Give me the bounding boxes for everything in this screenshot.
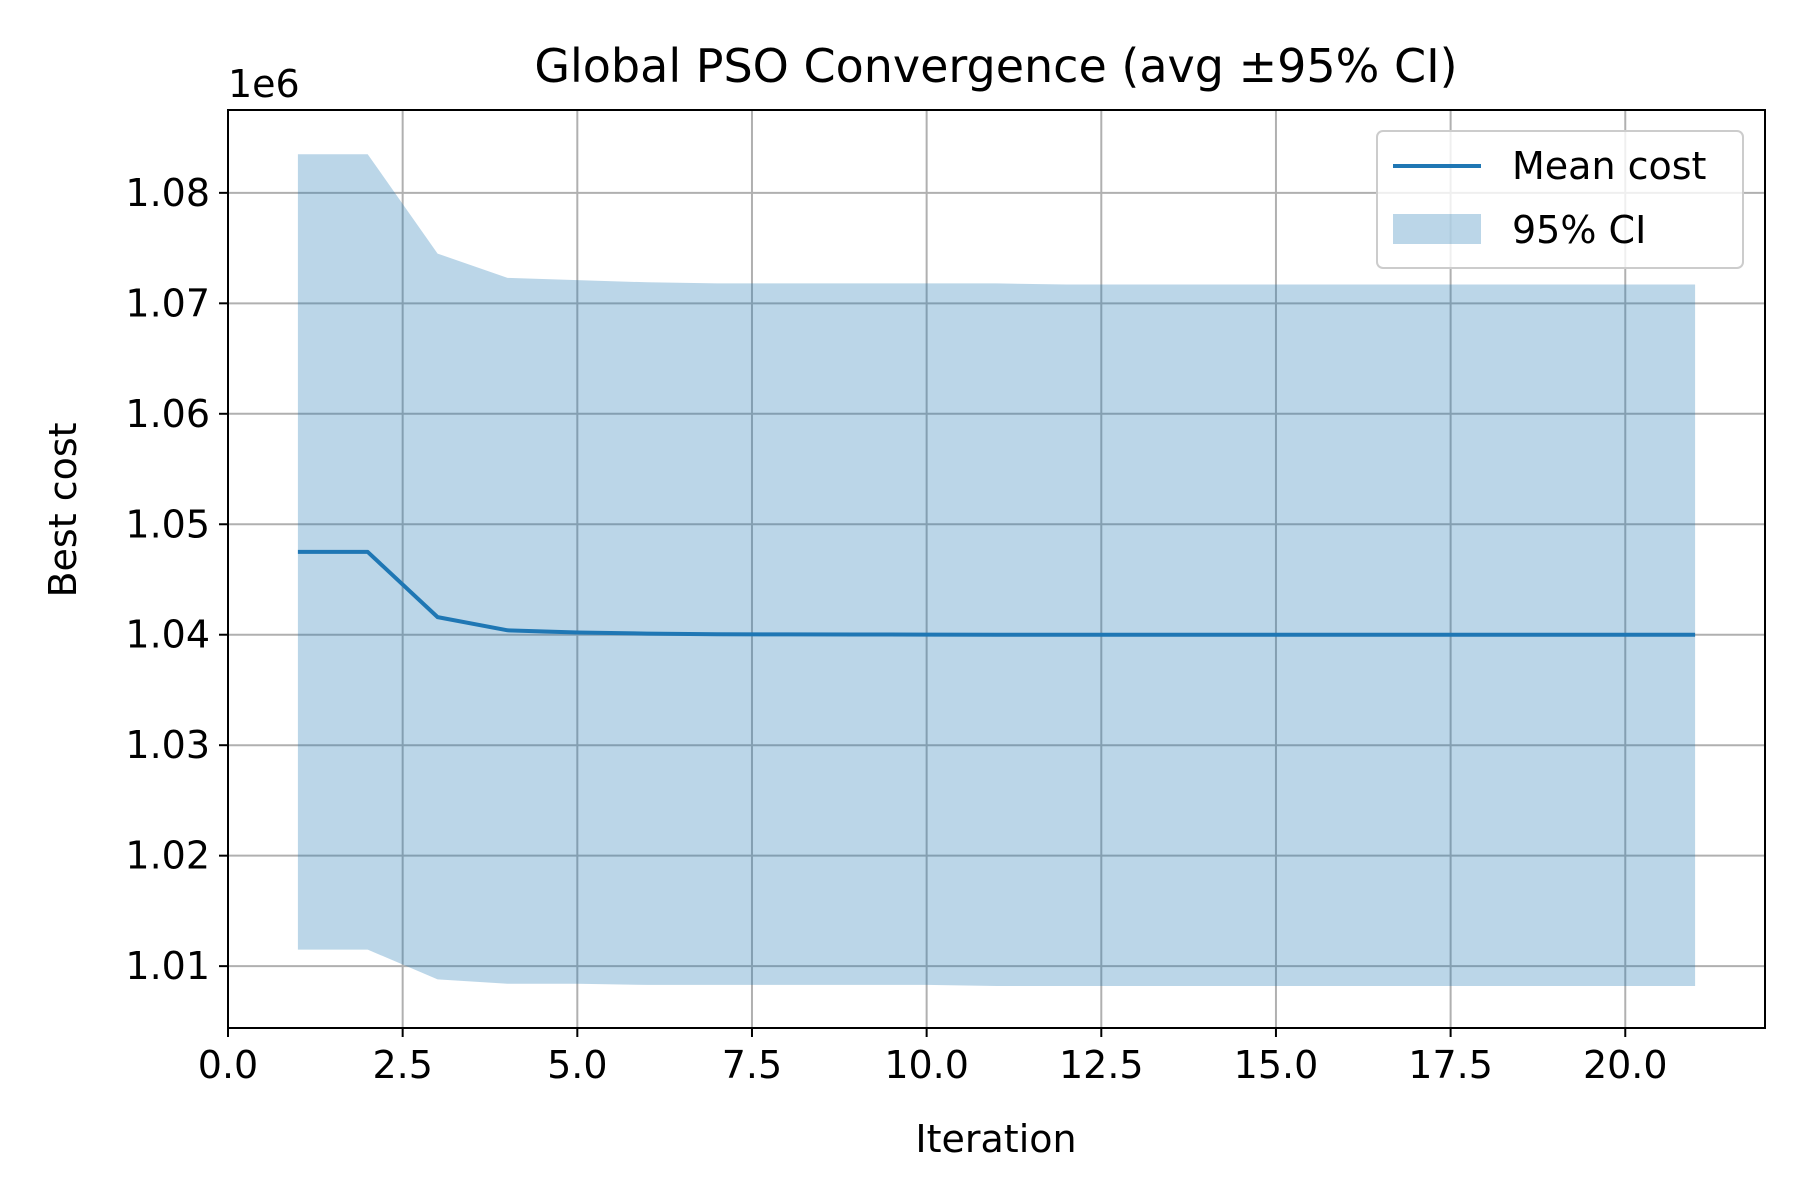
x-tick-label: 10.0	[884, 1043, 969, 1087]
x-axis-label: Iteration	[915, 1117, 1076, 1161]
x-tick-label: 20.0	[1583, 1043, 1668, 1087]
y-tick-label: 1.05	[125, 502, 210, 546]
ci-band-layer	[297, 154, 1696, 986]
x-tick-label: 0.0	[198, 1043, 258, 1087]
y-tick-label: 1.08	[125, 171, 210, 215]
y-tick-label: 1.02	[125, 834, 210, 878]
legend-label-mean-cost: Mean cost	[1512, 144, 1706, 188]
y-axis-ticks: 1.01 1.02 1.03 1.04 1.05 1.06 1.07 1.08	[125, 171, 228, 988]
y-tick-label: 1.01	[125, 944, 210, 988]
y-tick-label: 1.04	[125, 613, 210, 657]
plot-area-frame	[227, 109, 1766, 1029]
ci-band-area	[297, 154, 1696, 986]
y-tick-label: 1.06	[125, 392, 210, 436]
legend-label-95-ci: 95% CI	[1512, 208, 1646, 252]
legend-swatch-95-ci	[1393, 214, 1481, 244]
legend: Mean cost 95% CI	[1376, 130, 1744, 269]
mean-cost-line	[297, 549, 1696, 637]
y-offset-label: 1e6	[228, 62, 300, 106]
x-tick-label: 7.5	[722, 1043, 782, 1087]
chart-title: Global PSO Convergence (avg ±95% CI)	[534, 39, 1457, 93]
mean-line-layer	[297, 549, 1696, 637]
x-tick-label: 17.5	[1408, 1043, 1493, 1087]
x-tick-label: 15.0	[1234, 1043, 1319, 1087]
x-axis-ticks: 0.0 2.5 5.0 7.5 10.0 12.5 15.0 17.5 20.0	[198, 1028, 1668, 1087]
y-axis-label: Best cost	[41, 422, 85, 597]
x-tick-label: 5.0	[547, 1043, 607, 1087]
y-tick-label: 1.03	[125, 723, 210, 767]
y-tick-label: 1.07	[125, 281, 210, 325]
x-tick-label: 2.5	[372, 1043, 432, 1087]
x-tick-label: 12.5	[1059, 1043, 1144, 1087]
